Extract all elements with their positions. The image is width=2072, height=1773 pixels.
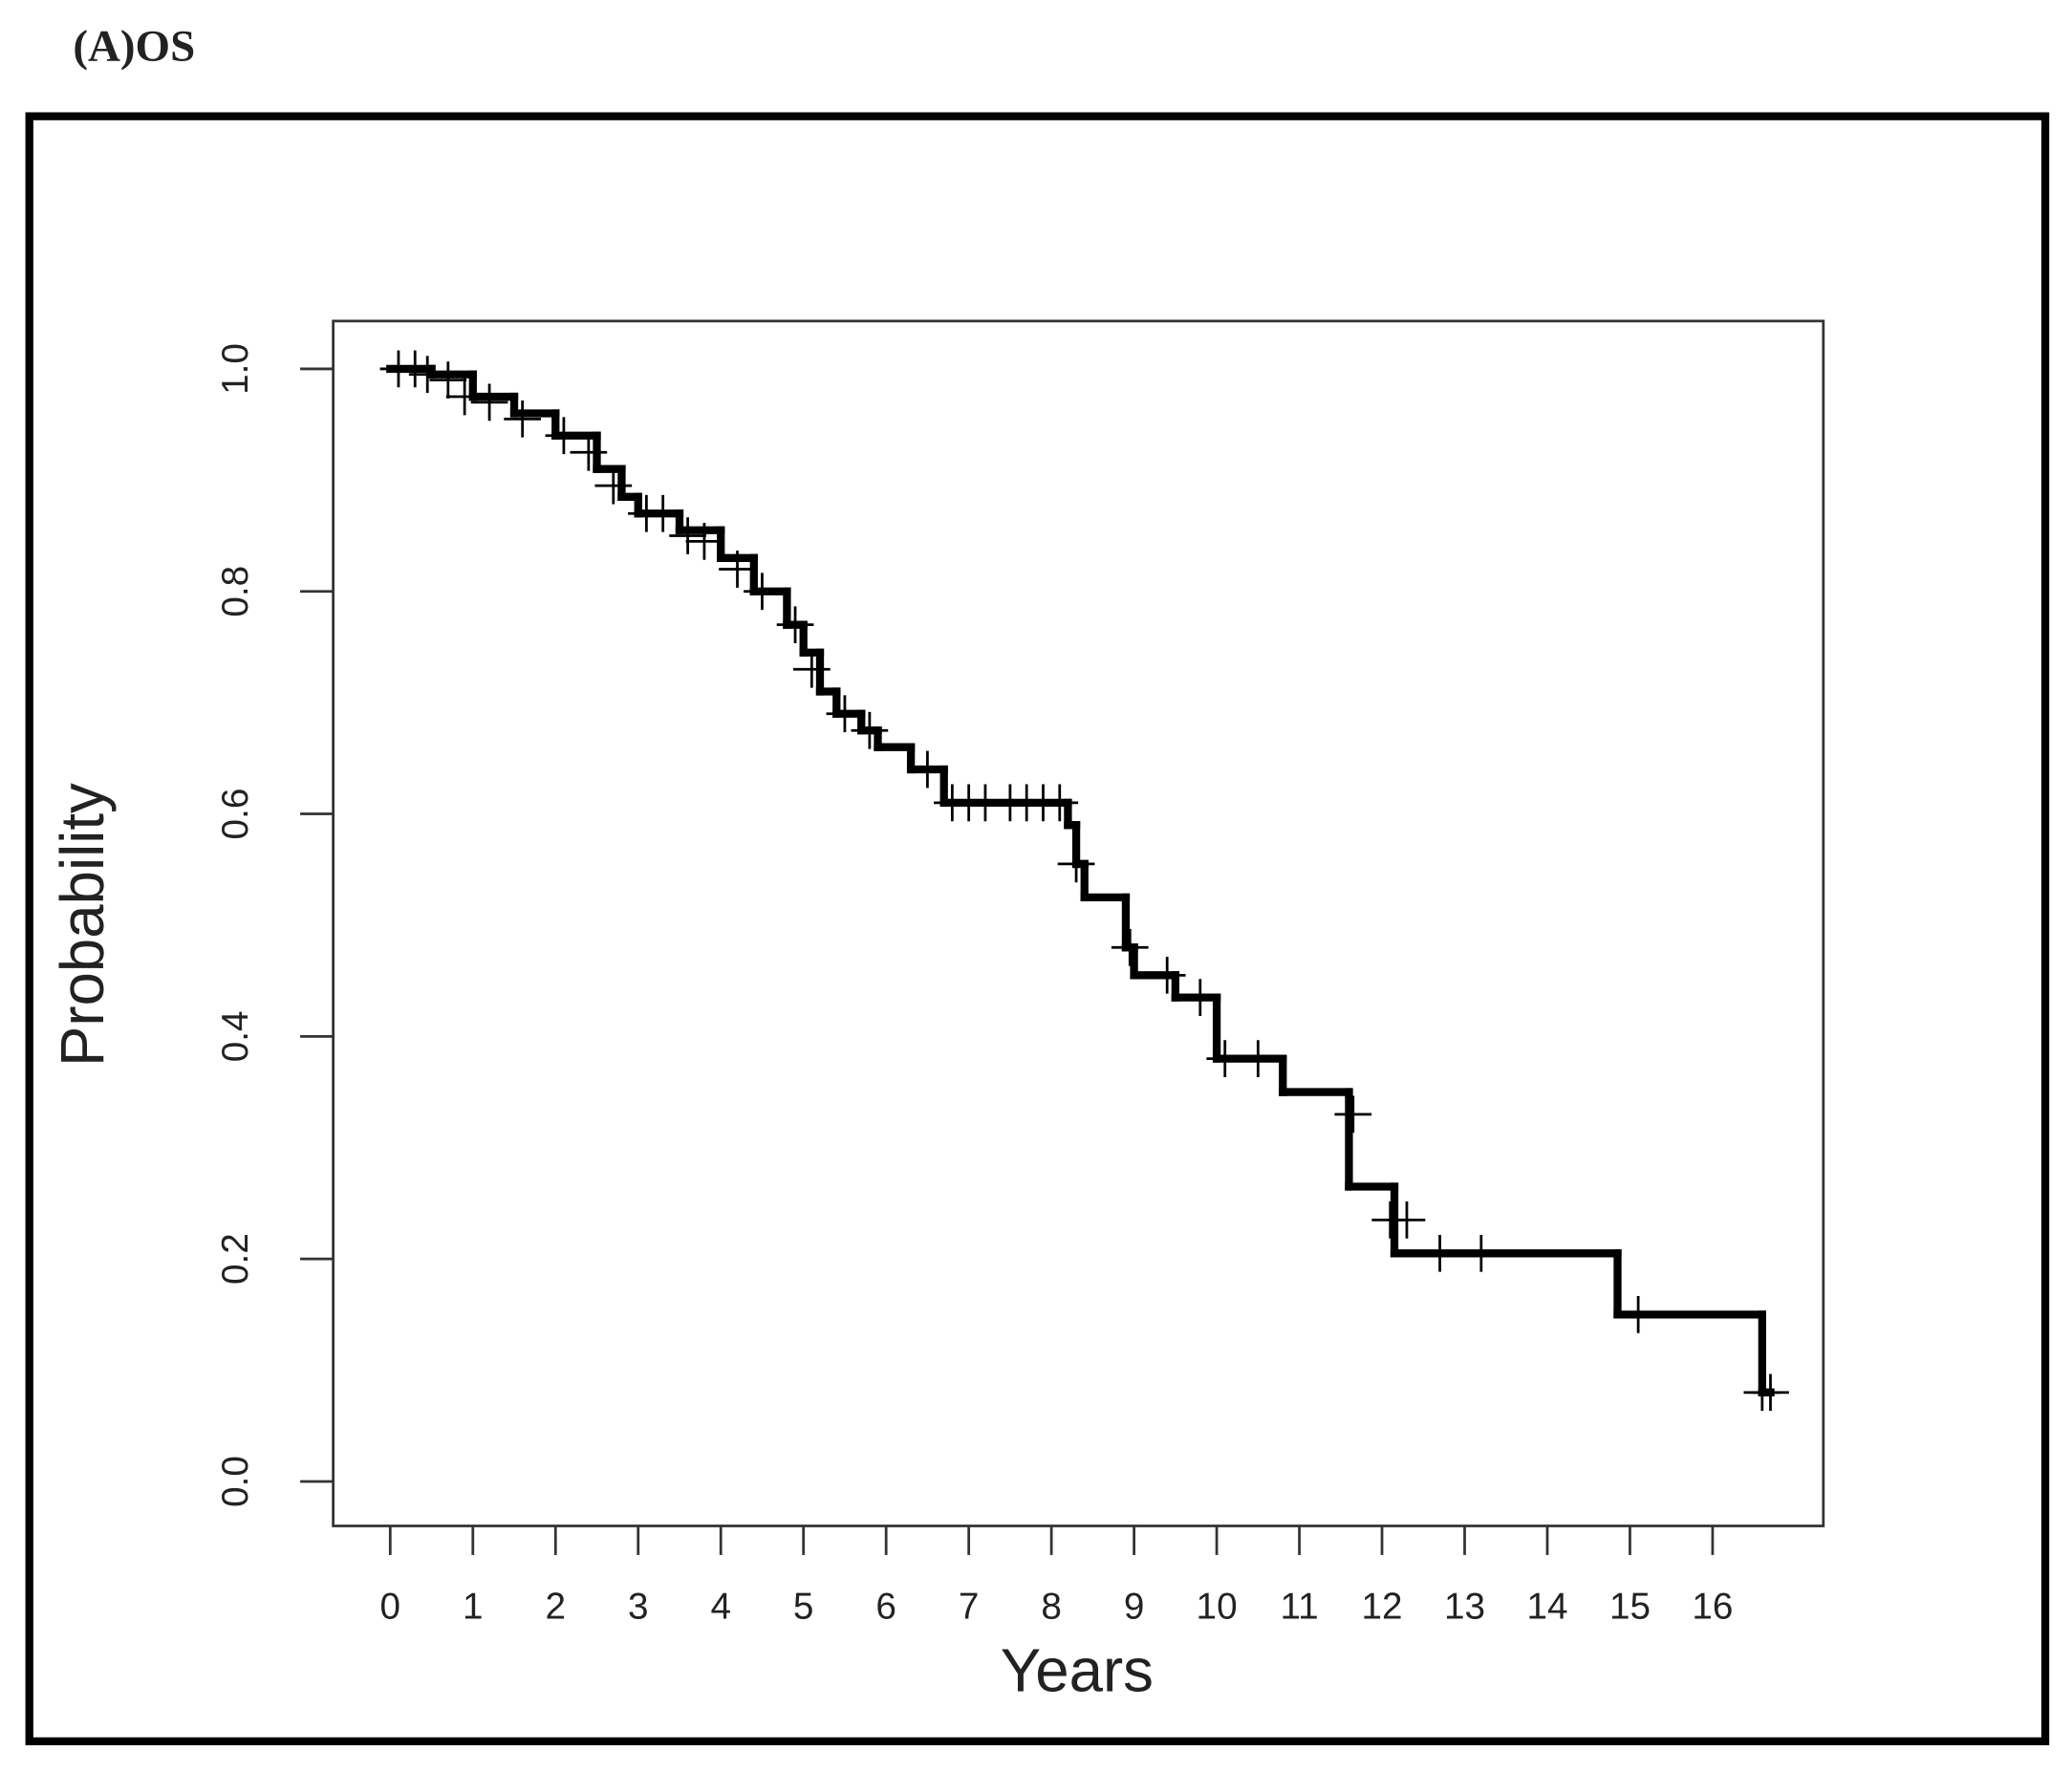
censor-mark <box>719 551 756 588</box>
censor-mark <box>504 400 542 438</box>
y-tick-label: 1.0 <box>215 343 256 395</box>
censor-mark <box>1148 956 1186 994</box>
plot-box <box>332 319 1825 1527</box>
censor-mark <box>1111 928 1149 966</box>
censor-mark <box>776 606 814 644</box>
y-tick-label: 0.6 <box>215 789 256 840</box>
censor-mark <box>1388 1201 1426 1239</box>
x-tick-label: 8 <box>1041 1586 1062 1627</box>
censor-mark <box>429 361 467 399</box>
x-tick-label: 6 <box>875 1586 896 1627</box>
y-tick-label: 0.2 <box>215 1233 256 1285</box>
censor-mark <box>1041 784 1079 822</box>
y-tick-label: 0.0 <box>215 1456 256 1507</box>
y-tick-label: 0.8 <box>215 566 256 617</box>
x-tick-label: 2 <box>545 1586 566 1627</box>
censor-mark <box>1421 1234 1458 1272</box>
x-tick-label: 0 <box>380 1586 401 1627</box>
x-tick-label: 15 <box>1609 1586 1651 1627</box>
censor-mark <box>1206 1040 1244 1077</box>
x-tick-label: 12 <box>1362 1586 1403 1627</box>
censor-mark <box>1181 979 1219 1016</box>
x-tick-label: 13 <box>1444 1586 1485 1627</box>
x-tick-label: 7 <box>959 1586 980 1627</box>
censor-mark <box>408 356 446 394</box>
censor-mark <box>1334 1095 1372 1134</box>
censor-mark <box>669 517 706 554</box>
x-tick-label: 11 <box>1280 1586 1318 1627</box>
censor-mark <box>1752 1373 1789 1412</box>
censor-mark <box>1057 845 1095 883</box>
x-tick-label: 9 <box>1124 1586 1145 1627</box>
censor-mark <box>1619 1296 1657 1333</box>
censor-mark <box>909 750 946 789</box>
x-tick-label: 14 <box>1526 1586 1567 1627</box>
censor-mark <box>594 466 633 505</box>
censor-mark <box>851 711 889 749</box>
y-axis-label: Probability <box>49 783 117 1067</box>
censor-mark <box>644 494 682 532</box>
chart-title: (A)OS <box>73 22 195 72</box>
x-tick-label: 1 <box>463 1586 484 1627</box>
censor-mark <box>445 378 484 416</box>
censor-mark <box>1462 1234 1500 1272</box>
frame <box>25 112 2050 1745</box>
x-tick-label: 10 <box>1197 1586 1238 1627</box>
censor-mark <box>470 383 508 422</box>
censor-mark <box>792 650 831 688</box>
censor-mark <box>744 573 781 611</box>
x-tick-label: 16 <box>1692 1586 1733 1627</box>
censor-mark <box>826 695 864 733</box>
censor-mark <box>570 433 608 471</box>
censor-mark <box>685 523 723 560</box>
censor-mark <box>1239 1040 1277 1077</box>
x-tick-label: 3 <box>628 1586 649 1627</box>
x-tick-label: 4 <box>710 1586 731 1627</box>
censor-mark <box>545 417 583 455</box>
y-tick-label: 0.4 <box>215 1010 256 1062</box>
x-axis-label: Years <box>1001 1636 1154 1704</box>
x-tick-label: 5 <box>793 1586 814 1627</box>
